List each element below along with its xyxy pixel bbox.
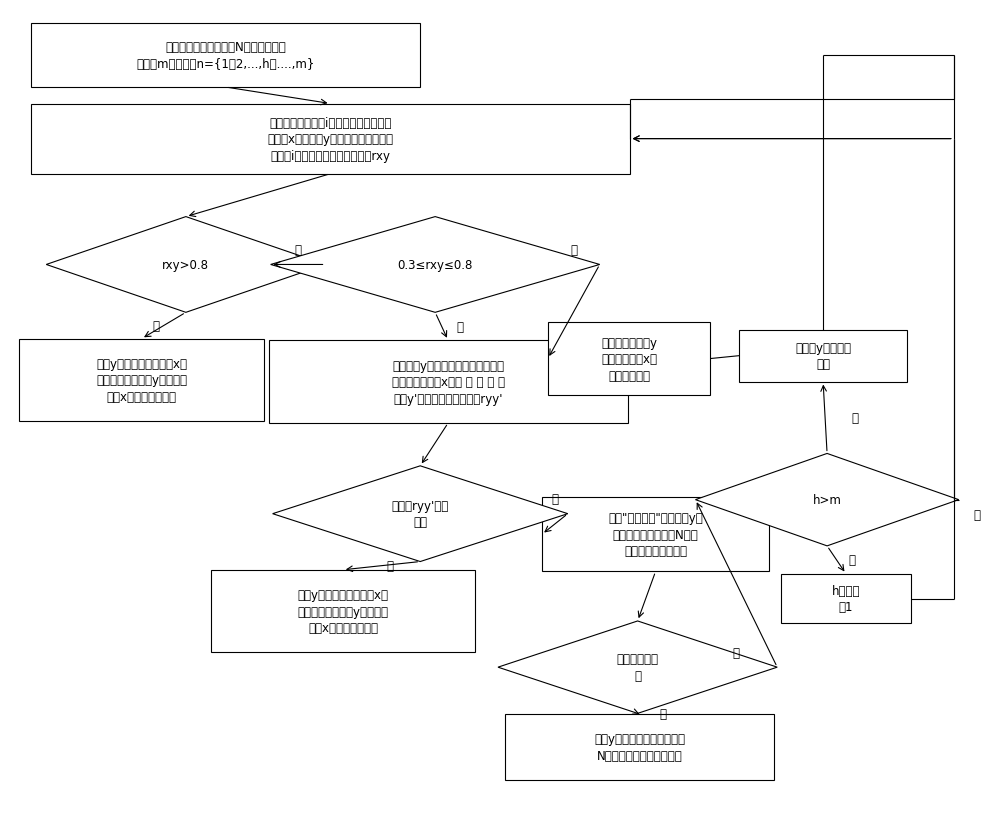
FancyBboxPatch shape <box>269 341 628 423</box>
Text: 是: 是 <box>387 560 394 572</box>
Text: 计算台区档案里第i个集合中挂接在配电
变压器x上的用户y的电压有效值与配电
变压器i出口电压有效值的相关性rxy: 计算台区档案里第i个集合中挂接在配电 变压器x上的用户y的电压有效值与配电 变压… <box>267 117 393 162</box>
Text: 否: 否 <box>973 509 980 521</box>
Polygon shape <box>273 466 568 562</box>
Text: 通过"跨台区法"确认用户y与
所有待辨识的台区内N个配
电变压器的户变关系: 通过"跨台区法"确认用户y与 所有待辨识的台区内N个配 电变压器的户变关系 <box>608 512 703 557</box>
Text: h的值增
加1: h的值增 加1 <box>832 584 860 614</box>
Text: 否: 否 <box>551 493 558 506</box>
Text: 否: 否 <box>295 244 302 257</box>
FancyBboxPatch shape <box>31 104 630 174</box>
FancyBboxPatch shape <box>739 330 907 382</box>
Text: 用户y与所有待辨识的台区内
N个配电变压器的户变关系: 用户y与所有待辨识的台区内 N个配电变压器的户变关系 <box>594 733 685 762</box>
Text: 相关性ryy'符合
标准: 相关性ryy'符合 标准 <box>392 500 449 528</box>
FancyBboxPatch shape <box>19 339 264 422</box>
Text: 是: 是 <box>659 707 666 720</box>
Text: 是: 是 <box>152 320 159 332</box>
Text: 是: 是 <box>457 321 464 333</box>
FancyBboxPatch shape <box>548 323 710 395</box>
Text: 用户y挂接在配电变压器x上
，台区档案里用户y与配电变
压器x的户变关系正确: 用户y挂接在配电变压器x上 ，台区档案里用户y与配电变 压器x的户变关系正确 <box>297 588 388 634</box>
FancyBboxPatch shape <box>211 570 475 653</box>
Text: 对用户y采取特殊
处理: 对用户y采取特殊 处理 <box>795 342 851 371</box>
Text: 台区档案上用户y
与配电变压器x的
户变关系错误: 台区档案上用户y 与配电变压器x的 户变关系错误 <box>601 336 657 382</box>
Text: 0.3≤rxy≤0.8: 0.3≤rxy≤0.8 <box>397 259 473 271</box>
Text: 否: 否 <box>570 244 577 257</box>
FancyBboxPatch shape <box>505 715 774 781</box>
Text: 计算用户y的电压有效值与已确认挂
接在配电变压器x上的 任 意 一 个
用户y'电压有效值的相关性ryy': 计算用户y的电压有效值与已确认挂 接在配电变压器x上的 任 意 一 个 用户y'… <box>392 359 505 405</box>
Polygon shape <box>498 621 777 714</box>
Text: h>m: h>m <box>813 494 842 506</box>
Text: 是: 是 <box>852 412 859 424</box>
Text: 否: 否 <box>849 554 856 566</box>
Polygon shape <box>695 454 959 546</box>
Text: 用户y挂接在配电变压器x上
，台区档案里用户y与配电变
压器x的户变关系正确: 用户y挂接在配电变压器x上 ，台区档案里用户y与配电变 压器x的户变关系正确 <box>96 357 187 404</box>
FancyBboxPatch shape <box>31 24 420 88</box>
Text: 户变关系已确
认: 户变关系已确 认 <box>617 653 659 682</box>
FancyBboxPatch shape <box>781 574 911 624</box>
Text: 否: 否 <box>733 646 740 659</box>
Polygon shape <box>271 218 600 313</box>
Text: 将所有待辨识的台区内N个配电变压器
划分为m个集合，n={1，2,...,h，....,m}: 将所有待辨识的台区内N个配电变压器 划分为m个集合，n={1，2,...,h，.… <box>137 41 315 70</box>
Text: rxy>0.8: rxy>0.8 <box>162 259 209 271</box>
FancyBboxPatch shape <box>542 498 769 571</box>
Polygon shape <box>46 218 325 313</box>
